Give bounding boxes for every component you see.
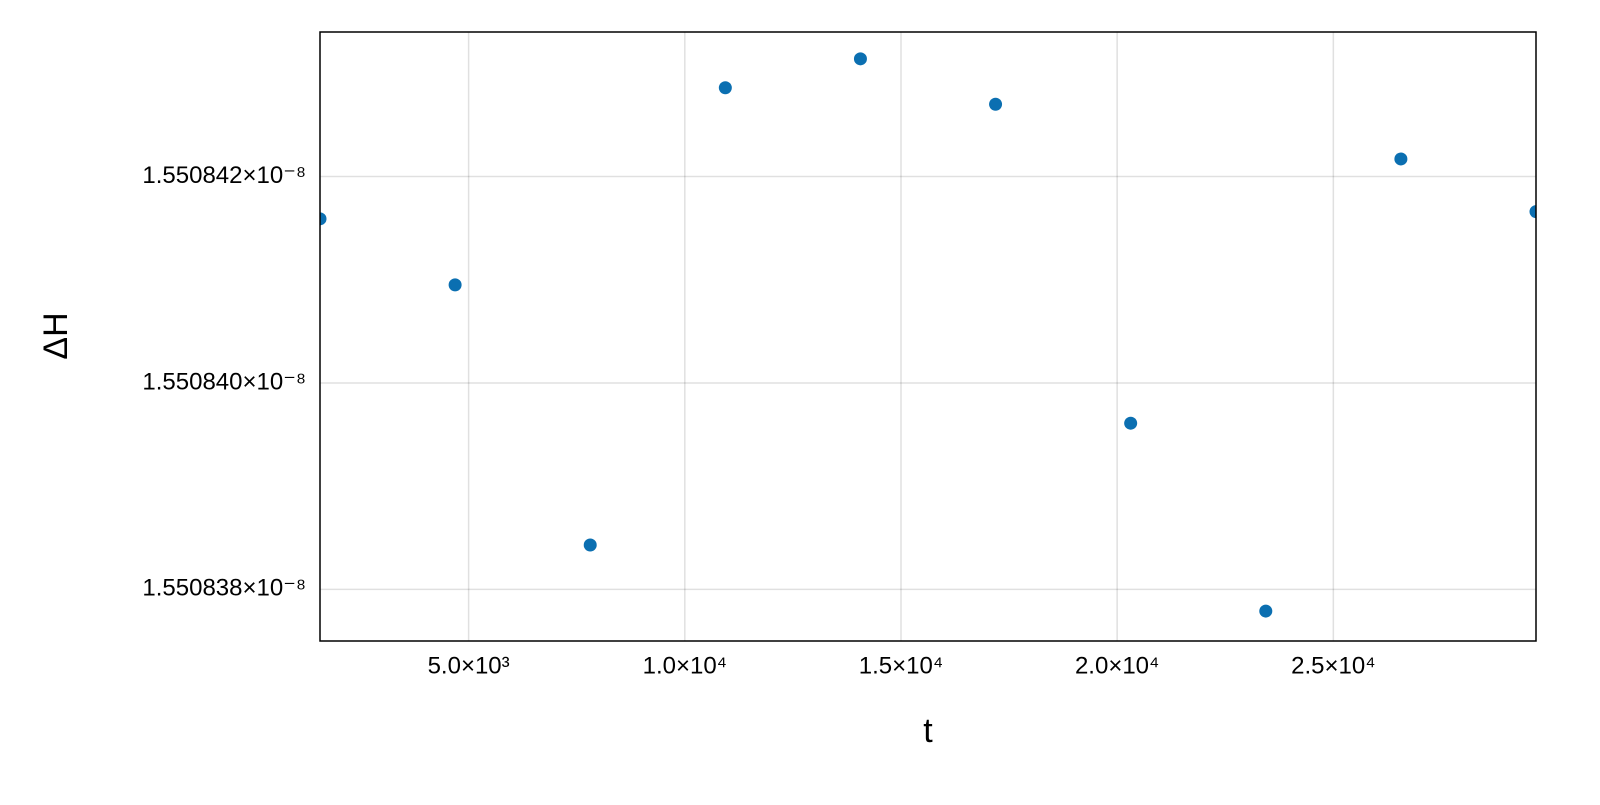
point	[853, 52, 867, 66]
point	[1394, 152, 1408, 166]
grid	[320, 32, 1536, 641]
x-tick-label: 2.0×10⁴	[1075, 652, 1159, 679]
x-tick-label: 5.0×10³	[428, 652, 510, 679]
point	[718, 81, 732, 95]
point	[448, 278, 462, 292]
point	[1259, 604, 1273, 618]
y-tick-label: 1.550838×10⁻⁸	[142, 575, 306, 602]
y-tick-label: 1.550840×10⁻⁸	[142, 368, 306, 395]
point	[1124, 416, 1138, 430]
x-tick-label: 1.5×10⁴	[859, 652, 943, 679]
plot-frame	[319, 31, 1537, 642]
x-tick-label: 2.5×10⁴	[1291, 652, 1375, 679]
x-axis-label: t	[923, 712, 933, 750]
points	[320, 52, 1536, 618]
point	[989, 97, 1003, 111]
y-tick-label: 1.550842×10⁻⁸	[142, 162, 306, 189]
y-axis-label: ΔH	[37, 312, 75, 359]
point	[583, 538, 597, 552]
x-tick-label: 1.0×10⁴	[643, 652, 727, 679]
point	[1529, 205, 1536, 219]
point	[320, 212, 327, 226]
